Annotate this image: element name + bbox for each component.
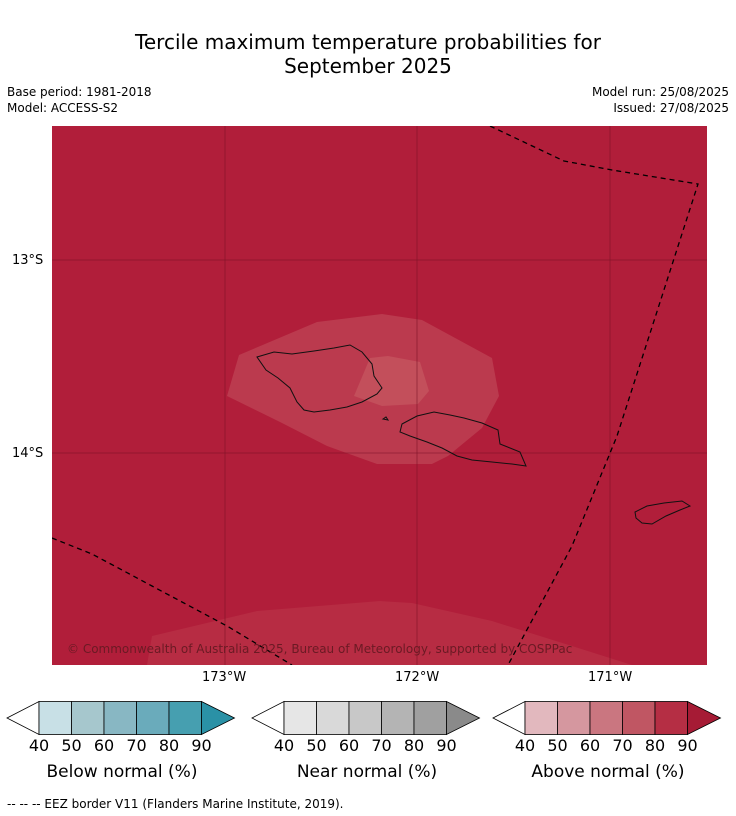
colorbar-above <box>492 700 722 736</box>
colorbar-segment <box>71 701 105 735</box>
colorbar-tick-label: 50 <box>61 736 82 755</box>
colorbar-segment <box>557 701 591 735</box>
colorbar-tick-label: 60 <box>338 736 360 755</box>
lat-label-13s: 13°S <box>12 253 44 268</box>
meta-right: Model run: 25/08/2025 Issued: 27/08/2025 <box>592 84 729 116</box>
colorbar-segment <box>381 701 415 735</box>
colorbar-above-caption: Above normal (%) <box>531 762 685 782</box>
colorbar-near <box>251 700 481 736</box>
graticule <box>52 126 707 665</box>
colorbar-segment <box>589 701 623 735</box>
lon-label-172w: 172°W <box>395 670 440 685</box>
colorbar-tick-label: 80 <box>158 736 180 755</box>
tutuila-island <box>634 500 692 525</box>
upolu-island <box>399 411 527 467</box>
coastlines <box>256 344 692 525</box>
eez-border-east <box>489 126 699 665</box>
probability-contour-south <box>147 601 632 665</box>
colorbar-tick-label: 60 <box>93 736 115 755</box>
colorbar-tick-label: 90 <box>436 736 457 755</box>
colorbar-extend-high <box>446 700 481 736</box>
eez-border-south <box>52 537 293 665</box>
base-period: Base period: 1981-2018 <box>7 85 152 99</box>
lon-label-171w: 171°W <box>588 670 633 685</box>
colorbar-segment <box>38 701 72 735</box>
colorbar-extend-low <box>251 700 285 736</box>
colorbar-tick-label: 70 <box>612 736 633 755</box>
colorbar-below-caption: Below normal (%) <box>46 762 198 782</box>
colorbar-extend-low <box>6 700 40 736</box>
meta-left: Base period: 1981-2018 Model: ACCESS-S2 <box>7 84 152 116</box>
colorbar-tick-label: 40 <box>273 736 295 755</box>
colorbar-segment <box>136 701 170 735</box>
colorbar-segment <box>524 701 558 735</box>
colorbar-segment <box>283 701 317 735</box>
lon-label-173w: 173°W <box>202 670 247 685</box>
savaii-island <box>256 344 383 413</box>
colorbar-tick-label: 90 <box>677 736 698 755</box>
eez-legend-footer: -- -- -- EEZ border V11 (Flanders Marine… <box>7 797 344 811</box>
eez-borders <box>52 126 699 665</box>
title-line-2: September 2025 <box>284 54 452 78</box>
colorbar-tick-label: 60 <box>579 736 601 755</box>
colorbar-below <box>6 700 236 736</box>
colorbar-tick-label: 50 <box>306 736 327 755</box>
colorbar-tick-label: 50 <box>547 736 568 755</box>
colorbar-tick-label: 80 <box>403 736 425 755</box>
colorbar-extend-low <box>492 700 526 736</box>
map-title: Tercile maximum temperature probabilitie… <box>0 30 736 78</box>
model-run: Model run: 25/08/2025 <box>591 85 729 99</box>
colorbar-extend-high <box>201 700 236 736</box>
colorbar-tick-label: 90 <box>191 736 212 755</box>
copyright-notice: © Commonwealth of Australia 2025, Bureau… <box>67 642 573 656</box>
colorbar-extend-high <box>687 700 722 736</box>
colorbar-tick-label: 80 <box>644 736 666 755</box>
issued-date: Issued: 27/08/2025 <box>613 101 729 115</box>
colorbar-tick-label: 40 <box>514 736 536 755</box>
title-line-1: Tercile maximum temperature probabilitie… <box>135 30 601 54</box>
colorbar-segment <box>413 701 447 735</box>
colorbar-tick-label: 40 <box>28 736 50 755</box>
map-svg <box>52 126 707 665</box>
colorbar-segment <box>348 701 382 735</box>
colorbar-near-caption: Near normal (%) <box>296 762 438 782</box>
colorbar-tick-label: 70 <box>371 736 392 755</box>
colorbar-tick-label: 70 <box>126 736 147 755</box>
lat-label-14s: 14°S <box>12 446 44 461</box>
colorbar-segment <box>103 701 137 735</box>
model-name: Model: ACCESS-S2 <box>7 101 119 115</box>
colorbar-segment <box>654 701 688 735</box>
colorbar-segment <box>622 701 656 735</box>
manono-island <box>381 416 390 421</box>
colorbar-segment <box>316 701 350 735</box>
map-panel <box>52 126 707 665</box>
colorbar-segment <box>168 701 202 735</box>
